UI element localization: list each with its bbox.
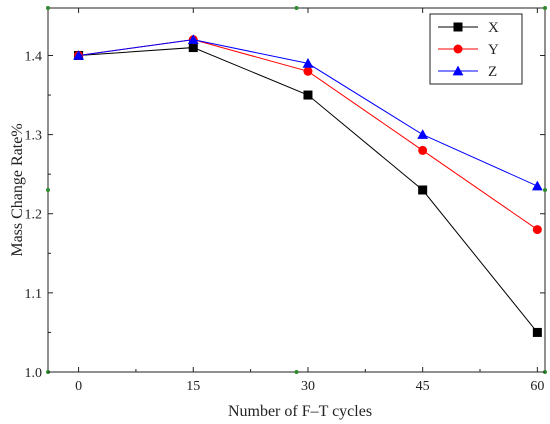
x-axis: 0 15 30 45 60 <box>75 8 544 394</box>
data-point <box>418 145 428 155</box>
plot-frame <box>46 6 547 374</box>
legend-marker <box>452 65 464 76</box>
data-point <box>187 34 199 44</box>
y-tick-label: 1.1 <box>25 287 43 302</box>
legend: XYZ <box>429 13 523 85</box>
x-tick-label: 45 <box>416 379 430 394</box>
y-axis: 1.0 1.1 1.2 1.3 1.4 <box>25 49 545 381</box>
series-z <box>73 34 543 191</box>
legend-label: Y <box>488 42 499 58</box>
x-tick-label: 15 <box>186 379 200 394</box>
legend-label: Z <box>488 64 497 80</box>
frame-handle <box>46 188 50 192</box>
y-tick-label: 1.2 <box>25 208 43 223</box>
data-point <box>303 66 313 76</box>
y-tick-label: 1.4 <box>25 49 43 64</box>
frame-handle <box>294 370 299 374</box>
legend-label: X <box>488 20 499 36</box>
data-point <box>417 129 429 139</box>
frame-handle <box>46 6 50 10</box>
series-layer <box>73 34 543 337</box>
frame-handle <box>543 188 547 192</box>
series-x <box>74 43 542 337</box>
y-tick-label: 1.3 <box>25 129 43 144</box>
legend-marker <box>453 22 463 32</box>
x-axis-title: Number of F–T cycles <box>228 403 372 420</box>
legend-marker <box>453 44 463 54</box>
y-tick-label: 1.0 <box>25 366 43 381</box>
x-tick-label: 0 <box>75 379 82 394</box>
data-point <box>303 90 313 100</box>
frame-handle <box>294 6 299 10</box>
x-tick-label: 30 <box>301 379 315 394</box>
x-tick-label: 60 <box>530 379 544 394</box>
series-line <box>78 47 538 333</box>
y-axis-title: Mass Change Rate% <box>9 123 26 256</box>
data-point <box>531 180 543 191</box>
data-point <box>188 43 198 53</box>
data-point <box>532 327 542 337</box>
data-point <box>532 225 542 235</box>
data-point <box>418 185 428 195</box>
data-point <box>73 50 84 60</box>
data-point <box>302 57 314 68</box>
frame-handle <box>543 6 547 10</box>
